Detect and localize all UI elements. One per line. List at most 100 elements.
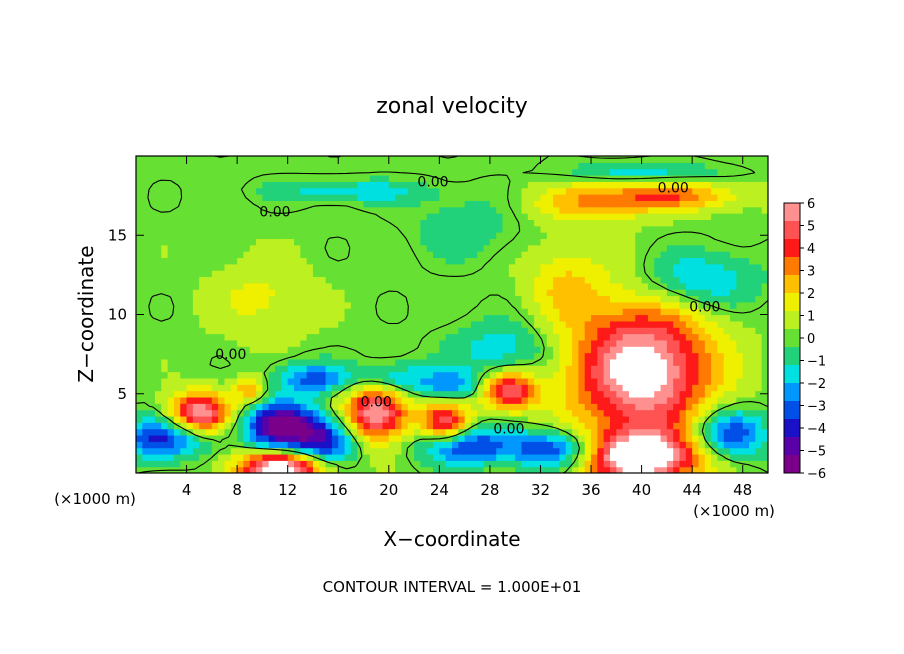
field-cell: [256, 162, 263, 170]
field-cell: [439, 466, 447, 473]
field-cell: [489, 403, 497, 411]
field-cell: [237, 384, 245, 392]
field-cell: [489, 320, 497, 328]
field-cell: [489, 219, 497, 227]
field-cell: [489, 232, 497, 240]
field-cell: [325, 232, 333, 240]
field-cell: [325, 377, 333, 385]
field-cell: [211, 396, 219, 404]
field-cell: [527, 396, 535, 404]
field-cell: [559, 415, 567, 423]
field-cell: [654, 434, 662, 442]
field-cell: [445, 409, 453, 417]
field-cell: [161, 219, 169, 227]
field-cell: [723, 213, 731, 220]
field-cell: [616, 371, 624, 379]
field-cell: [534, 352, 542, 360]
field-cell: [553, 390, 561, 398]
field-cell: [319, 232, 327, 240]
field-cell: [483, 175, 491, 182]
field-cell: [319, 295, 327, 303]
field-cell: [704, 308, 712, 316]
field-cell: [755, 308, 763, 316]
field-cell: [559, 301, 567, 309]
field-cell: [685, 441, 693, 449]
field-cell: [496, 422, 504, 430]
field-cell: [357, 384, 365, 392]
field-cell: [711, 225, 719, 233]
field-cell: [666, 358, 674, 366]
field-cell: [294, 409, 301, 417]
field-cell: [344, 333, 352, 341]
field-cell: [470, 428, 478, 436]
field-cell: [470, 358, 478, 366]
field-cell: [312, 213, 320, 220]
field-cell: [723, 390, 731, 398]
field-cell: [622, 251, 630, 259]
field-cell: [369, 251, 377, 259]
field-cell: [294, 390, 301, 398]
field-cell: [572, 251, 579, 259]
field-cell: [647, 181, 655, 189]
field-cell: [414, 428, 421, 436]
field-cell: [730, 422, 737, 430]
field-cell: [275, 460, 282, 468]
field-cell: [578, 422, 586, 430]
field-cell: [679, 384, 687, 392]
field-cell: [553, 422, 561, 430]
field-cell: [527, 428, 535, 436]
field-cell: [660, 194, 668, 201]
field-cell: [698, 403, 706, 411]
field-cell: [186, 295, 194, 303]
field-cell: [458, 396, 466, 404]
field-cell: [306, 289, 314, 297]
field-cell: [325, 339, 333, 347]
field-cell: [294, 156, 301, 163]
field-cell: [262, 263, 270, 271]
field-cell: [685, 384, 693, 392]
field-cell: [439, 156, 447, 163]
field-cell: [540, 232, 548, 240]
field-cell: [711, 333, 719, 341]
field-cell: [666, 175, 674, 182]
field-cell: [654, 263, 662, 271]
field-cell: [584, 213, 592, 220]
field-cell: [237, 156, 245, 163]
field-cell: [344, 371, 352, 379]
field-cell: [452, 213, 459, 220]
field-cell: [502, 187, 510, 195]
field-cell: [142, 194, 150, 201]
field-cell: [414, 403, 421, 411]
field-cell: [540, 358, 548, 366]
field-cell: [711, 352, 719, 360]
field-cell: [388, 308, 396, 316]
field-cell: [325, 384, 333, 392]
field-cell: [407, 428, 415, 436]
field-cell: [154, 358, 162, 366]
field-cell: [711, 175, 719, 182]
field-cell: [559, 263, 567, 271]
field-cell: [344, 168, 352, 176]
field-cell: [527, 181, 535, 189]
field-cell: [325, 162, 333, 170]
field-cell: [338, 314, 346, 322]
field-cell: [603, 213, 611, 220]
field-cell: [546, 270, 554, 278]
field-cell: [344, 403, 352, 411]
field-cell: [534, 263, 542, 271]
field-cell: [477, 270, 485, 278]
field-cell: [249, 434, 257, 442]
field-cell: [363, 308, 371, 316]
field-cell: [344, 225, 352, 233]
field-cell: [357, 187, 365, 195]
field-cell: [508, 453, 516, 461]
field-cell: [275, 308, 282, 316]
field-cell: [711, 282, 719, 290]
field-cell: [654, 352, 662, 360]
field-cell: [211, 460, 219, 468]
field-cell: [262, 371, 270, 379]
field-cell: [704, 327, 712, 335]
field-cell: [256, 206, 263, 214]
field-cell: [527, 162, 535, 170]
field-cell: [584, 352, 592, 360]
